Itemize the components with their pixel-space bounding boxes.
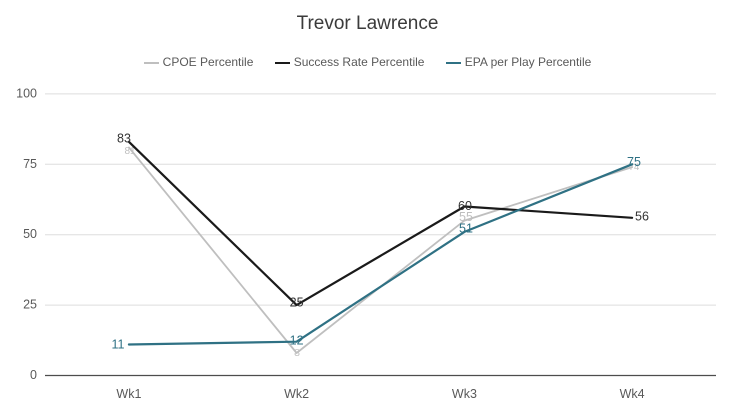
svg-text:0: 0 bbox=[30, 368, 37, 382]
svg-text:50: 50 bbox=[23, 227, 37, 241]
svg-text:100: 100 bbox=[16, 87, 37, 101]
svg-text:51: 51 bbox=[459, 222, 473, 236]
svg-text:11: 11 bbox=[112, 338, 125, 352]
svg-text:Wk2: Wk2 bbox=[284, 387, 309, 401]
svg-text:83: 83 bbox=[117, 132, 131, 146]
svg-text:Wk1: Wk1 bbox=[116, 387, 141, 401]
svg-text:60: 60 bbox=[458, 199, 472, 213]
svg-text:Wk3: Wk3 bbox=[452, 387, 477, 401]
svg-text:75: 75 bbox=[627, 155, 641, 169]
svg-text:25: 25 bbox=[290, 296, 304, 310]
svg-text:8: 8 bbox=[294, 347, 300, 359]
svg-text:75: 75 bbox=[23, 157, 37, 171]
svg-text:12: 12 bbox=[290, 334, 304, 348]
svg-text:25: 25 bbox=[23, 298, 37, 312]
svg-text:Wk4: Wk4 bbox=[620, 387, 645, 401]
svg-text:56: 56 bbox=[635, 210, 649, 224]
